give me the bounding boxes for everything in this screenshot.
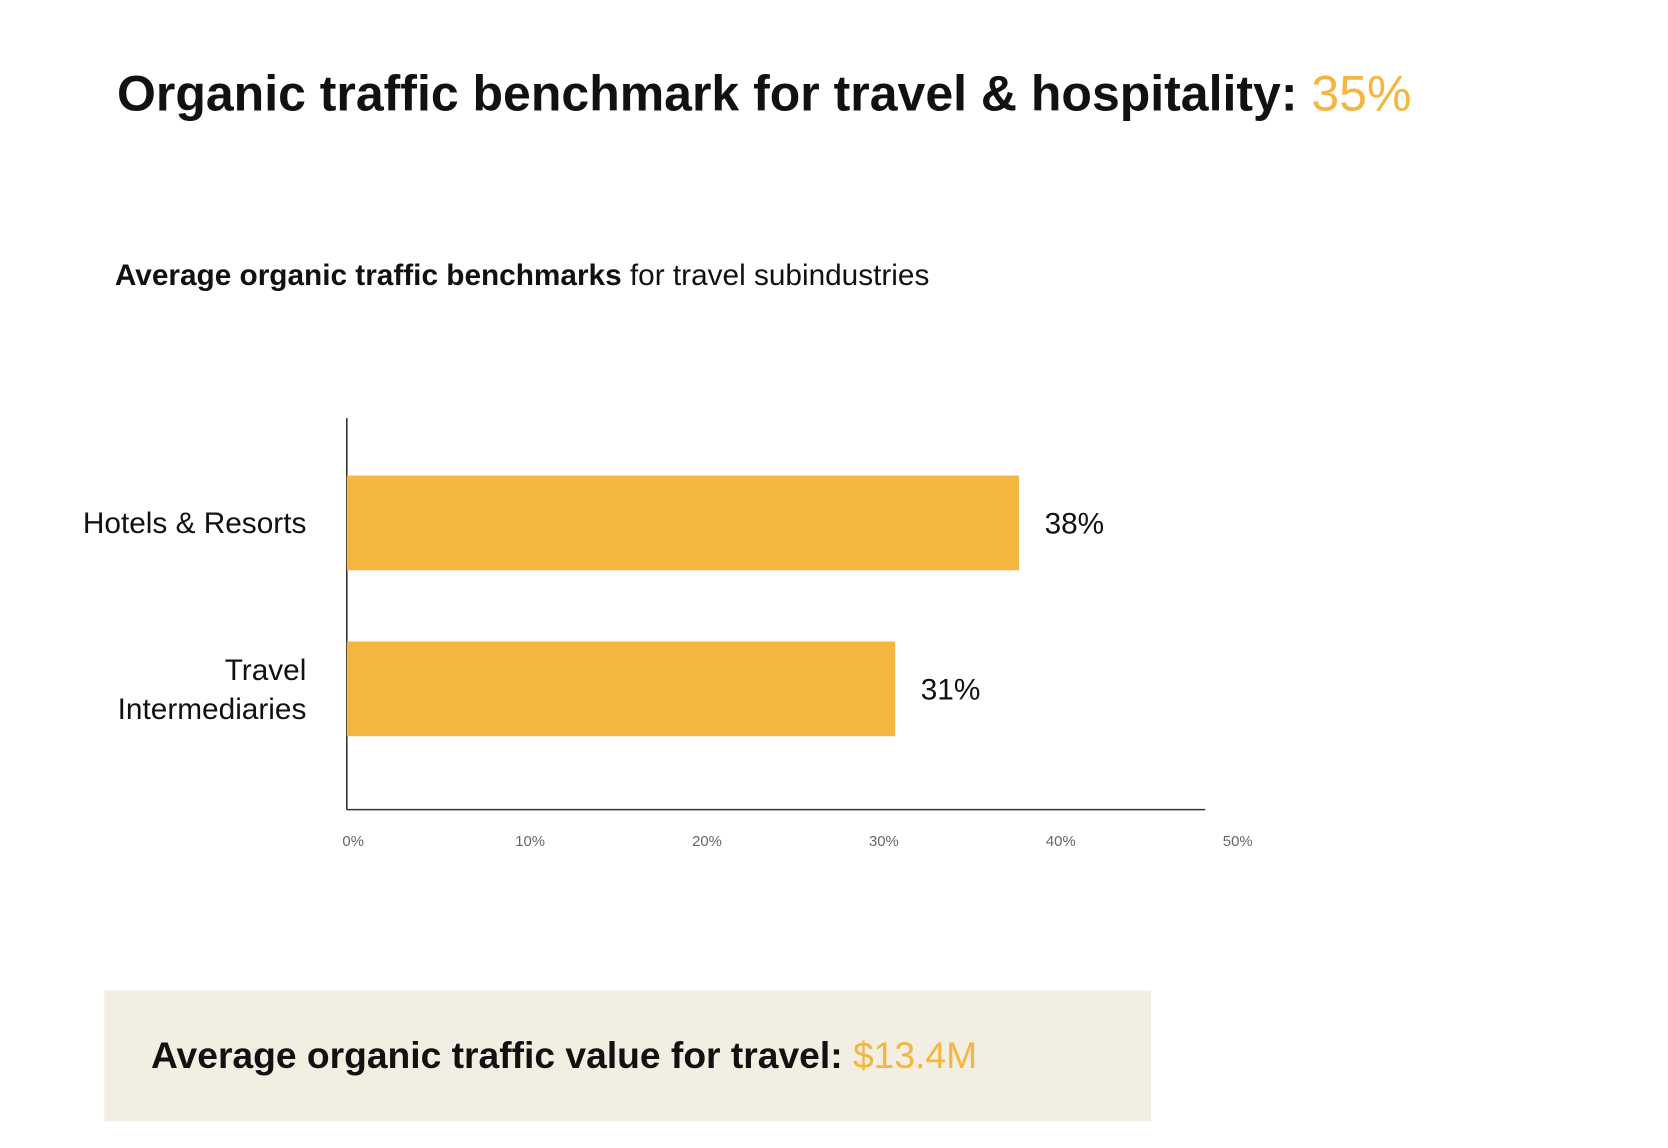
value-label: 31%	[921, 674, 981, 707]
x-tick-label: 20%	[692, 834, 722, 850]
value-label: 38%	[1045, 508, 1105, 541]
x-tick-label: 40%	[1046, 834, 1076, 850]
category-label: Hotels & Resorts	[82, 506, 307, 540]
subtitle-text: for travel subindustries	[622, 259, 930, 292]
x-tick-label: 0%	[342, 834, 364, 850]
x-tick-label: 30%	[869, 834, 899, 850]
x-tick-label: 50%	[1223, 834, 1253, 850]
title-text: Organic traffic benchmark for travel & h…	[117, 66, 1311, 122]
footer-box	[104, 990, 1152, 1122]
x-tick-label: 10%	[515, 834, 545, 850]
subtitle: Average organic traffic benchmarks for t…	[115, 259, 929, 292]
category-label: Travel Intermediaries	[117, 652, 307, 726]
bar	[346, 641, 896, 737]
title: Organic traffic benchmark for travel & h…	[117, 66, 1411, 122]
bar	[346, 475, 1020, 571]
subtitle-bold: Average organic traffic benchmarks	[115, 259, 622, 292]
category-label-box: Hotels & Resorts	[82, 506, 307, 540]
footer-highlight: $13.4M	[853, 1034, 977, 1076]
footer: Average organic traffic value for travel…	[151, 1034, 977, 1076]
category-label-box: Travel Intermediaries	[117, 652, 307, 726]
footer-text: Average organic traffic value for travel…	[151, 1034, 853, 1076]
title-highlight: 35%	[1311, 66, 1411, 122]
